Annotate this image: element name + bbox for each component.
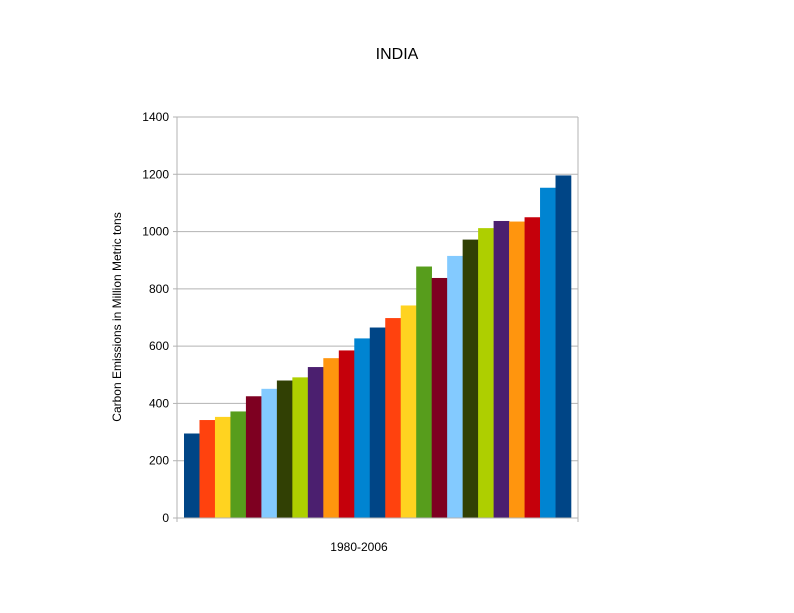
y-tick-label: 200 — [149, 454, 169, 468]
y-tick-label: 400 — [149, 396, 169, 410]
bar — [447, 255, 463, 519]
bar — [338, 350, 355, 518]
bar — [431, 277, 448, 518]
bar — [245, 396, 262, 518]
y-tick-label: 800 — [149, 282, 169, 296]
y-tick-labels: 0 200 400 600 800 1000 1200 1400 — [142, 110, 579, 525]
bar — [307, 367, 324, 518]
y-tick-label: 1000 — [142, 225, 169, 239]
y-tick-label: 0 — [162, 511, 169, 525]
bars — [184, 175, 572, 519]
bar — [354, 338, 371, 518]
bar — [416, 266, 432, 518]
bar — [261, 388, 278, 518]
bar — [555, 175, 572, 518]
bar — [509, 221, 525, 519]
bar — [276, 380, 293, 518]
bar — [214, 416, 231, 518]
bar — [462, 239, 479, 518]
bar — [524, 217, 541, 518]
bar — [292, 377, 309, 518]
chart-title: INDIA — [376, 46, 419, 63]
bar — [540, 187, 556, 518]
bar — [184, 433, 200, 518]
bar — [199, 420, 216, 518]
bar — [369, 327, 386, 518]
y-tick-label: 1400 — [142, 110, 169, 124]
bar — [385, 318, 402, 518]
bar — [323, 358, 340, 518]
bar — [230, 411, 247, 518]
bar — [493, 220, 510, 518]
y-tick-label: 1200 — [142, 167, 169, 181]
x-axis-label: 1980-2006 — [330, 540, 388, 554]
y-axis-label: Carbon Emissions in Million Metric tons — [110, 212, 124, 421]
bar — [400, 305, 417, 518]
y-tick-label: 600 — [149, 339, 169, 353]
axes — [176, 117, 579, 521]
bar — [478, 228, 494, 518]
